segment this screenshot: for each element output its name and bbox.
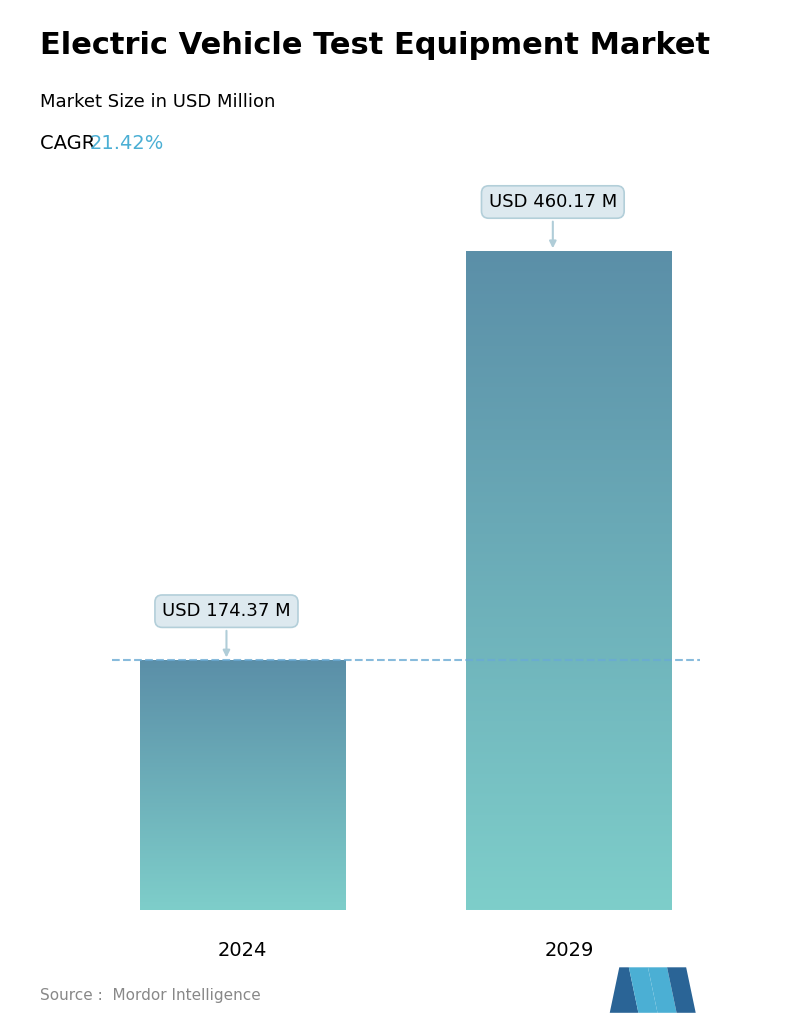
- Text: USD 460.17 M: USD 460.17 M: [489, 193, 617, 246]
- Polygon shape: [667, 968, 696, 1013]
- Text: 2024: 2024: [218, 941, 267, 961]
- Text: Electric Vehicle Test Equipment Market: Electric Vehicle Test Equipment Market: [40, 31, 710, 60]
- Text: Source :  Mordor Intelligence: Source : Mordor Intelligence: [40, 987, 260, 1003]
- Text: 21.42%: 21.42%: [90, 134, 164, 153]
- Text: CAGR: CAGR: [40, 134, 101, 153]
- Text: Market Size in USD Million: Market Size in USD Million: [40, 93, 275, 111]
- Polygon shape: [629, 968, 657, 1013]
- Polygon shape: [610, 968, 638, 1013]
- Polygon shape: [648, 968, 677, 1013]
- Text: 2029: 2029: [544, 941, 594, 961]
- Text: USD 174.37 M: USD 174.37 M: [162, 602, 291, 656]
